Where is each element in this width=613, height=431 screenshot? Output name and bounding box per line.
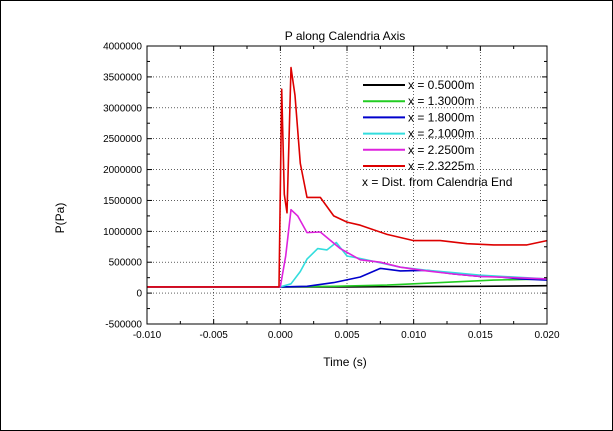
x-tick-label: 0.010 (401, 330, 426, 341)
y-tick-labels: -500000 0 500000 1000000 1500000 2000000 25000… (103, 42, 142, 331)
x-tick-labels: -0.010 -0.005 0.000 0.005 0.010 0.015 0.020 (133, 330, 560, 341)
legend-label-4: x = 2.2500m (408, 143, 474, 157)
legend-label-5: x = 2.3225m (408, 159, 474, 173)
x-tick-label: 0.000 (268, 330, 293, 341)
y-tick-label: 4000000 (103, 42, 142, 53)
legend-label-1: x = 1.3000m (408, 94, 474, 108)
x-tick-label: 0.005 (334, 330, 359, 341)
legend-note: x = Dist. from Calendria End (362, 175, 512, 189)
y-tick-label: 1500000 (103, 196, 142, 207)
series-layer (147, 66, 548, 288)
chart-title: P along Calendria Axis (285, 29, 406, 43)
y-axis-label: P(Pa) (53, 203, 67, 234)
series-line-4 (147, 208, 548, 288)
series-line-5 (147, 66, 548, 288)
axes (146, 45, 548, 325)
legend-label-0: x = 0.5000m (408, 78, 474, 92)
y-tick-label: -500000 (105, 320, 142, 331)
y-tick-label: 3500000 (103, 72, 142, 83)
x-tick-label: -0.005 (199, 330, 228, 341)
y-tick-label: 1000000 (103, 227, 142, 238)
y-tick-label: 3000000 (103, 103, 142, 114)
y-tick-label: 2000000 (103, 165, 142, 176)
y-tick-label: 2500000 (103, 134, 142, 145)
legend: x = 0.5000m x = 1.3000m x = 1.8000m x = 2.1… (363, 78, 474, 173)
x-axis-label: Time (s) (323, 355, 367, 369)
y-tick-label: 0 (136, 289, 142, 300)
x-tick-label: -0.010 (133, 330, 162, 341)
x-tick-label: 0.020 (534, 330, 559, 341)
y-tick-label: 500000 (109, 258, 143, 269)
x-tick-label: 0.015 (468, 330, 493, 341)
legend-label-3: x = 2.1000m (408, 127, 474, 141)
legend-label-2: x = 1.8000m (408, 110, 474, 124)
